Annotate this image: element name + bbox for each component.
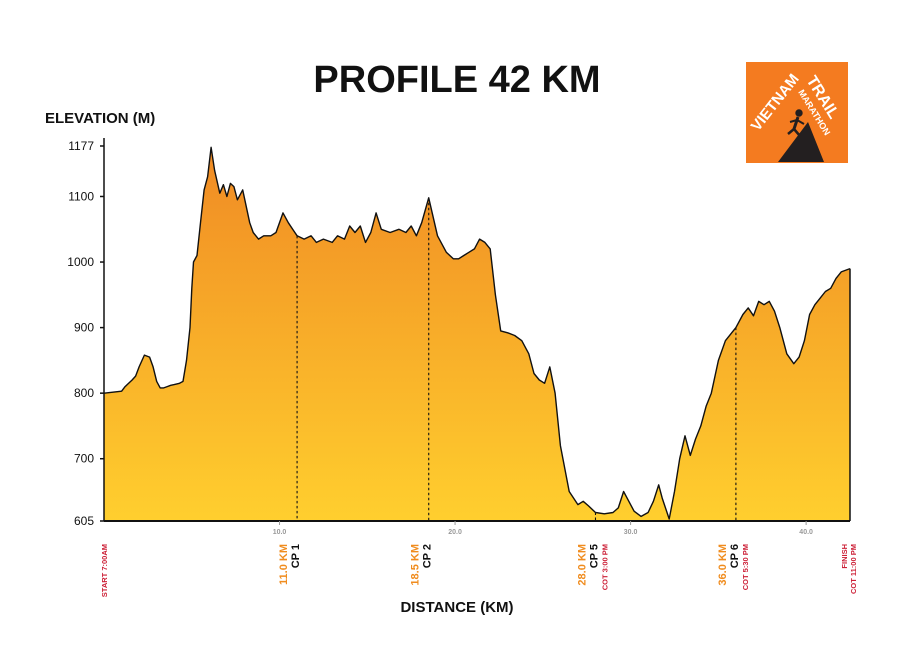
elevation-area xyxy=(104,147,850,522)
vietnam-trail-marathon-logo: VIETNAM TRAIL MARATHON xyxy=(746,62,848,163)
y-tick-label: 605 xyxy=(74,514,94,528)
elevation-line xyxy=(103,146,851,520)
checkpoint-distance-label: 11.0 KM xyxy=(278,544,290,585)
y-ticks: 605 700 800 900 1000 1100 1177 xyxy=(67,139,104,528)
finish-label: FINISH xyxy=(840,544,849,569)
checkpoint-distance-label: 28.0 KM xyxy=(577,544,589,586)
x-axis-title: DISTANCE (KM) xyxy=(400,599,513,616)
y-tick-label: 900 xyxy=(74,321,94,335)
checkpoint-name-label: CP 6 xyxy=(729,544,741,568)
checkpoint-distance-label: 18.5 KM xyxy=(410,544,422,586)
checkpoint-distance-label: 36.0 KM xyxy=(717,544,729,586)
logo-mountain-icon xyxy=(778,122,824,162)
x-tick-label: 40.0 xyxy=(799,529,813,536)
y-tick-label: 1000 xyxy=(67,255,94,269)
y-tick-label: 1100 xyxy=(68,189,94,203)
y-axis-title: ELEVATION (M) xyxy=(45,110,155,127)
start-label: START 7:00AM xyxy=(100,544,109,597)
y-tick-label: 800 xyxy=(74,386,94,400)
x-ticks: 10.0 20.0 30.0 40.0 xyxy=(273,521,813,536)
cutoff-time-label: COT 5:30 PM xyxy=(741,544,750,590)
y-tick-label: 1177 xyxy=(68,139,94,153)
checkpoint-name-label: CP 2 xyxy=(422,544,434,568)
checkpoints: START 7:00AM 11.0 KM CP 1 18.5 KM CP 2 28.0 K… xyxy=(100,197,858,597)
logo-runner-icon xyxy=(787,109,805,137)
checkpoint-name-label: CP 5 xyxy=(589,544,601,568)
x-tick-label: 20.0 xyxy=(448,529,462,536)
cutoff-time-label: COT 11:00 PM xyxy=(849,544,858,594)
x-tick-label: 10.0 xyxy=(273,529,287,536)
checkpoint-name-label: CP 1 xyxy=(290,544,302,568)
y-tick-label: 700 xyxy=(74,452,94,466)
chart-title: PROFILE 42 KM xyxy=(313,59,600,101)
cutoff-time-label: COT 3:00 PM xyxy=(601,544,610,590)
x-tick-label: 30.0 xyxy=(624,529,638,536)
